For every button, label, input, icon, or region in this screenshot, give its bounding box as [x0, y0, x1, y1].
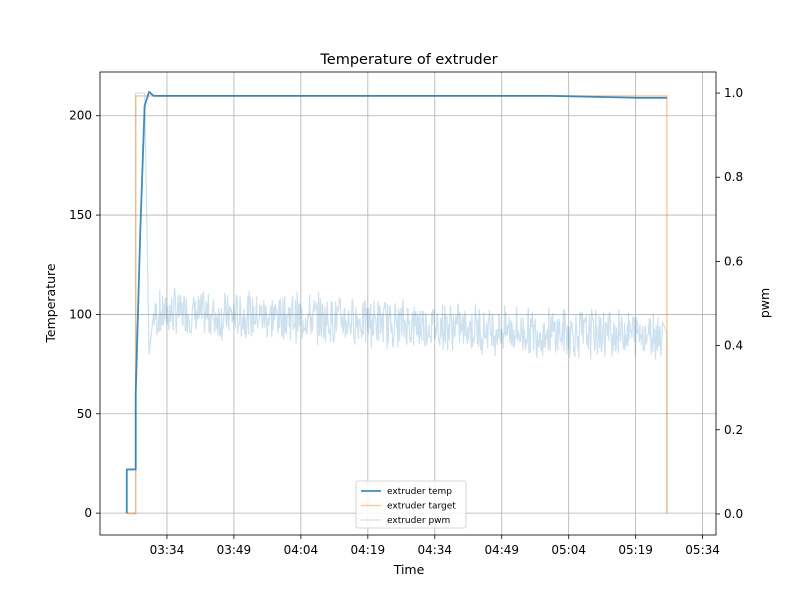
y2-tick-label: 0.2	[724, 423, 743, 437]
x-tick-label: 04:04	[284, 543, 319, 557]
y2-tick-label: 0.8	[724, 170, 743, 184]
plot-frame	[99, 71, 717, 536]
legend: extruder temp extruder target extruder pwm	[355, 480, 467, 529]
x-tick-label: 05:04	[551, 543, 586, 557]
x-tick-label: 04:34	[417, 543, 452, 557]
x-axis-title: Time	[393, 562, 425, 577]
y-tick-label: 0	[84, 506, 92, 520]
grid	[100, 72, 716, 535]
y-tick-label: 150	[69, 208, 92, 222]
y2-tick-label: 1.0	[724, 86, 743, 100]
legend-label: extruder temp	[387, 487, 452, 497]
legend-label: extruder target	[387, 502, 456, 512]
y-tick-label: 200	[69, 109, 92, 123]
y-tick-label: 100	[69, 307, 92, 321]
x-tick-label: 04:19	[351, 543, 386, 557]
legend-box	[355, 480, 467, 529]
axes: 03:34 03:49 04:04 04:19 04:34 04:49 05:04 05:19…	[69, 86, 743, 557]
series-line-extruder-temp	[125, 90, 667, 514]
y2-tick-label: 0.4	[724, 339, 743, 353]
y2-tick-label: 0.0	[724, 507, 743, 521]
x-tick-label: 03:34	[150, 543, 185, 557]
series-line-extruder-target	[126, 95, 668, 514]
y2-tick-label: 0.6	[724, 254, 743, 268]
x-tick-label: 05:34	[685, 543, 720, 557]
y-axis-title: Temperature	[43, 263, 58, 343]
y2-axis-title: pwm	[757, 288, 772, 318]
series-line-extruder-pwm	[126, 92, 668, 515]
x-tick-label: 04:49	[484, 543, 519, 557]
x-tick-label: 03:49	[217, 543, 252, 557]
chart-title: Temperature of extruder	[319, 52, 497, 68]
x-tick-label: 05:19	[618, 543, 653, 557]
legend-label: extruder pwm	[387, 516, 450, 526]
y-tick-label: 50	[77, 407, 92, 421]
plot-area	[125, 90, 668, 515]
